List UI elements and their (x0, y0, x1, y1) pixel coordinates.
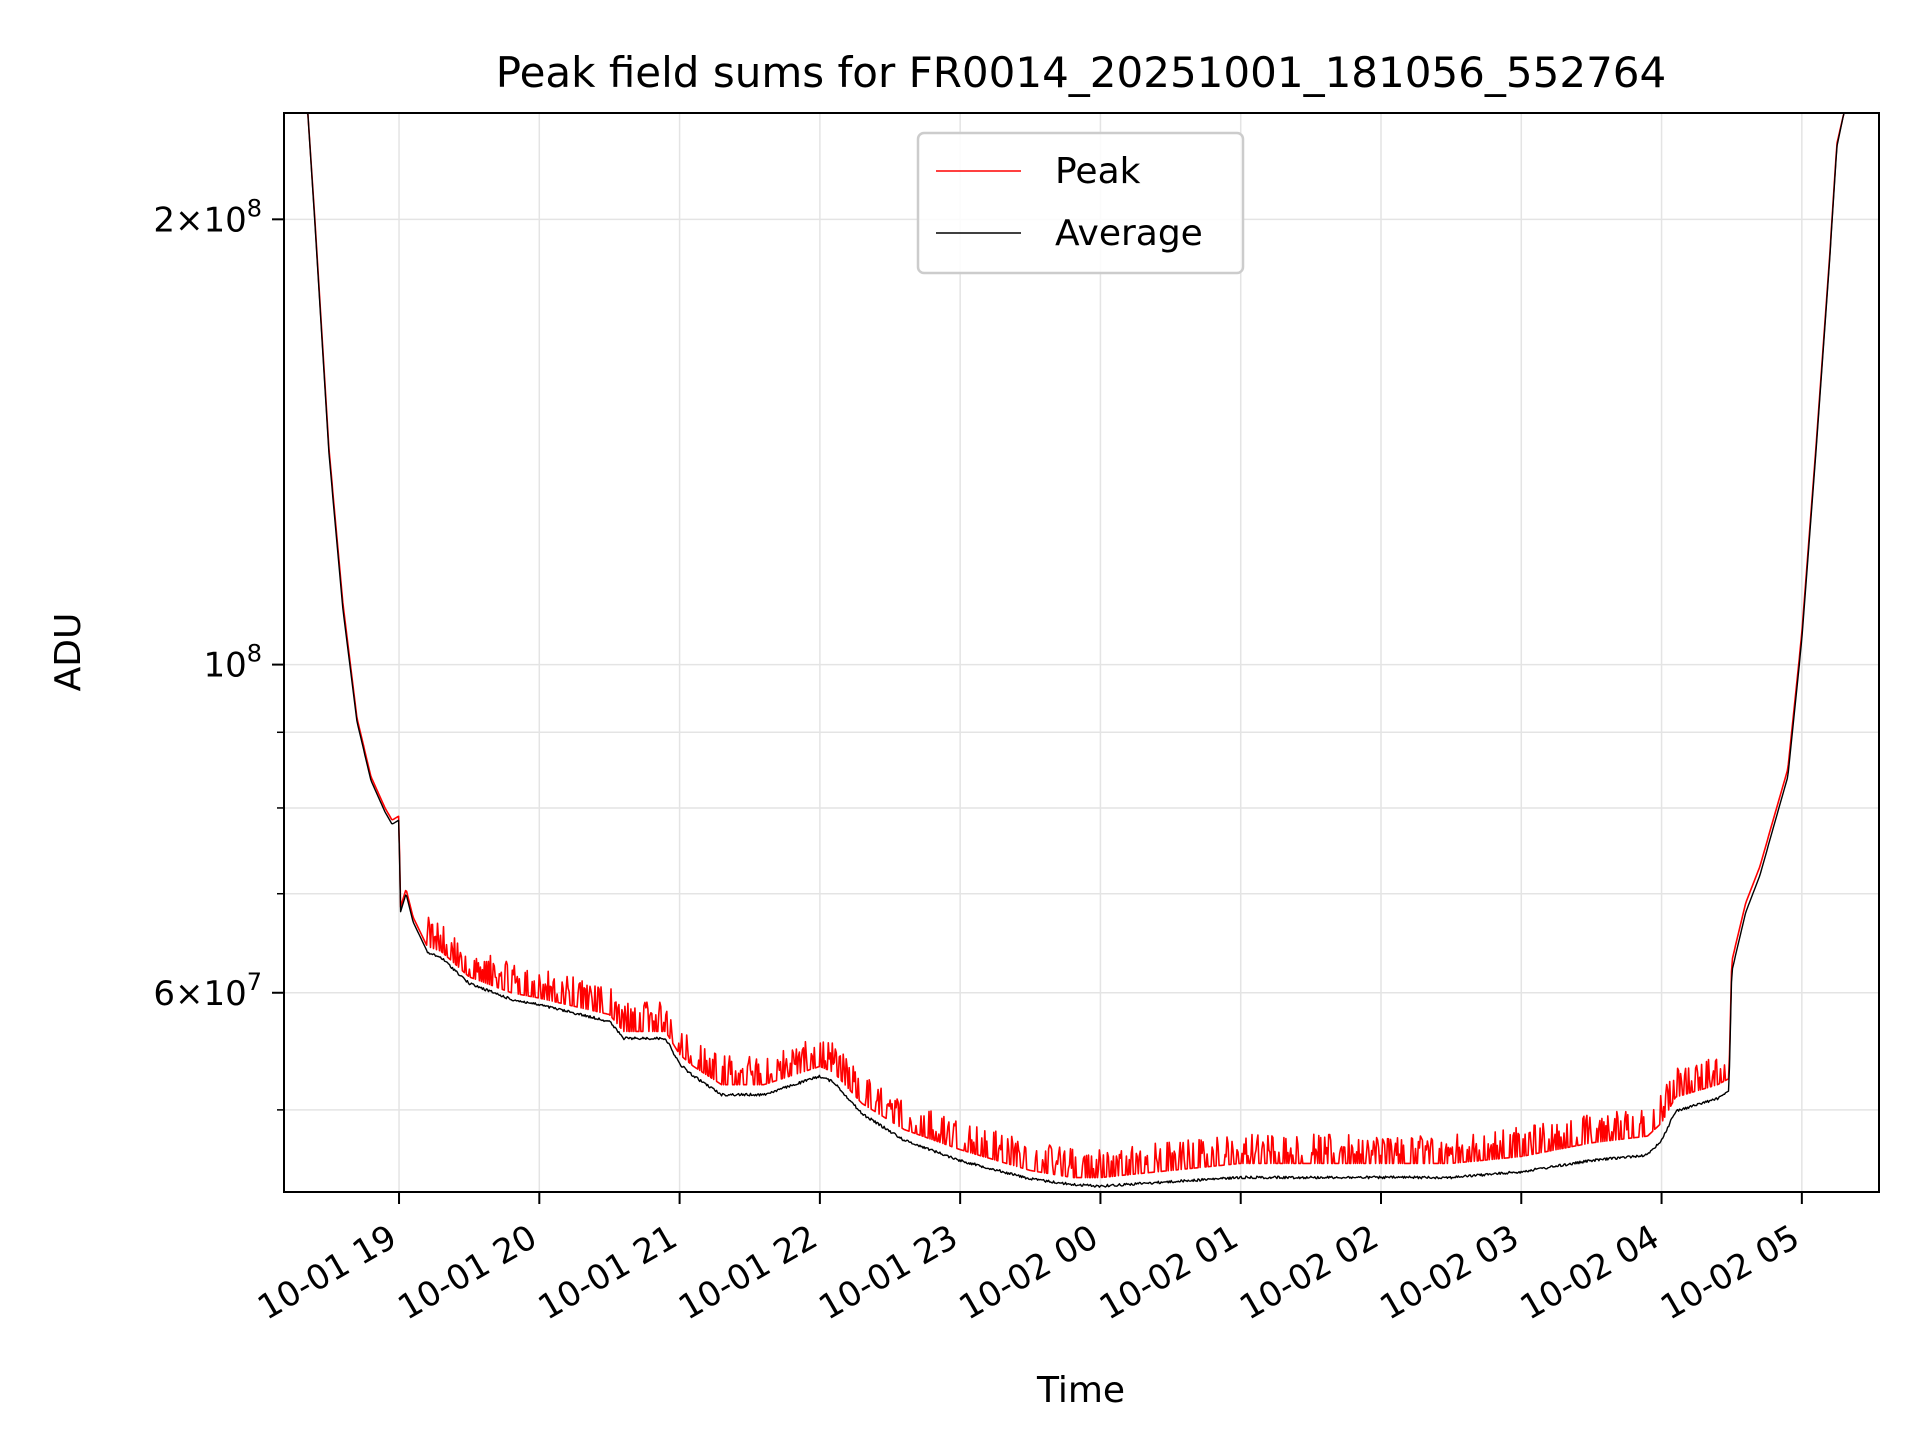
legend-label-peak: Peak (1055, 151, 1141, 192)
series-layer (284, 112, 1879, 1188)
chart-title: Peak field sums for FR0014_20251001_1810… (496, 48, 1666, 97)
y-tick-exponent: 8 (247, 640, 262, 668)
y-tick-exponent: 8 (247, 194, 262, 222)
y-tick-mantissa: 6× (153, 974, 203, 1014)
legend-box (916, 131, 1245, 275)
y-tick-label: 108 (203, 640, 262, 686)
y-tick-base: 10 (203, 646, 246, 686)
series-line-peak (284, 112, 1879, 1179)
grid (284, 113, 1879, 1192)
y-tick-exponent: 7 (247, 968, 262, 996)
x-axis-label: Time (1036, 1370, 1125, 1411)
plot-frame (283, 112, 1880, 1193)
y-tick-label: 6×107 (153, 968, 262, 1014)
y-tick-label: 2×108 (153, 194, 262, 240)
y-tick-base: 10 (203, 200, 246, 240)
legend: Peak Average (916, 131, 1245, 275)
series-line-average (284, 112, 1879, 1188)
y-axis-label: ADU (48, 613, 89, 692)
legend-label-average: Average (1055, 213, 1203, 254)
y-tick-mantissa: 2× (153, 200, 203, 240)
y-tick-base: 10 (203, 974, 246, 1014)
